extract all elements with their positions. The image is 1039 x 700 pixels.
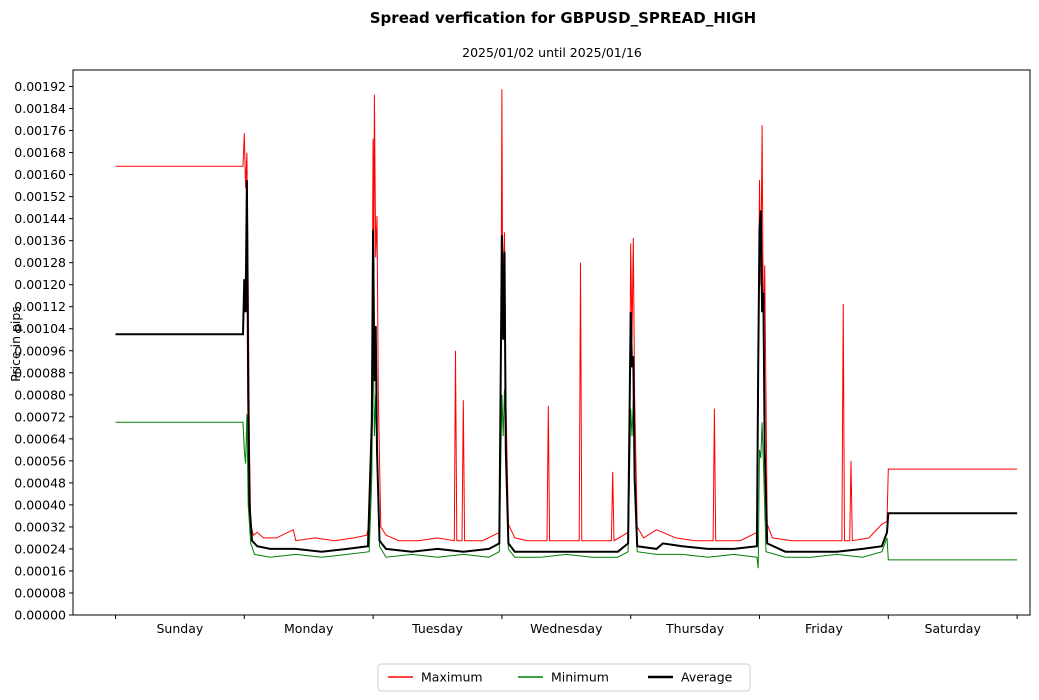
plot-frame	[72, 69, 1031, 616]
y-tick-label: 0.00152	[14, 189, 66, 204]
y-tick-label: 0.00184	[14, 101, 66, 116]
y-tick-label: 0.00168	[14, 145, 66, 160]
y-tick-label: 0.00056	[14, 453, 66, 468]
legend-label-minimum: Minimum	[551, 670, 609, 685]
y-axis-label: Price in pips	[8, 306, 23, 382]
y-tick-label: 0.00136	[14, 233, 66, 248]
y-tick-label: 0.00040	[14, 497, 66, 512]
y-tick-label: 0.00008	[14, 585, 66, 600]
y-tick-label: 0.00048	[14, 475, 66, 490]
x-tick-label: Monday	[284, 621, 334, 636]
x-tick-label: Tuesday	[411, 621, 463, 636]
y-tick-label: 0.00088	[14, 365, 66, 380]
y-tick-label: 0.00072	[14, 409, 66, 424]
y-tick-label: 0.00064	[14, 431, 66, 446]
y-axis: 0.00000 0.00008 0.00016 0.00024 0.00032 0.000…	[14, 79, 73, 623]
y-tick-label: 0.00176	[14, 123, 66, 138]
x-tick-label: Friday	[805, 621, 843, 636]
x-tick-label: Thursday	[665, 621, 725, 636]
y-tick-label: 0.00000	[14, 608, 66, 623]
x-axis: Sunday Monday Tuesday Wednesday Thursday Frid…	[115, 615, 1018, 636]
series-line-average	[115, 180, 1018, 553]
y-tick-label: 0.00120	[14, 277, 66, 292]
y-tick-label: 0.00160	[14, 167, 66, 182]
y-tick-label: 0.00096	[14, 343, 66, 358]
legend: Maximum Minimum Average	[377, 663, 751, 692]
series-line-minimum	[115, 339, 1018, 569]
x-tick-label: Wednesday	[530, 621, 603, 636]
x-tick-label: Sunday	[157, 621, 204, 636]
series-line-maximum	[115, 89, 1018, 542]
x-tick-label: Saturday	[925, 621, 982, 636]
y-tick-label: 0.00080	[14, 387, 66, 402]
legend-frame	[377, 663, 751, 692]
y-tick-label: 0.00128	[14, 255, 66, 270]
y-tick-label: 0.00016	[14, 563, 66, 578]
legend-label-average: Average	[681, 670, 733, 685]
y-tick-label: 0.00112	[14, 299, 66, 314]
y-tick-label: 0.00032	[14, 519, 66, 534]
chart-title: Spread verfication for GBPUSD_SPREAD_HIG…	[370, 9, 756, 27]
chart-subtitle: 2025/01/02 until 2025/01/16	[462, 45, 642, 60]
series-layer	[115, 89, 1018, 569]
legend-label-maximum: Maximum	[421, 670, 483, 685]
y-tick-label: 0.00024	[14, 541, 66, 556]
y-tick-label: 0.00192	[14, 79, 66, 94]
y-tick-label: 0.00104	[14, 321, 66, 336]
y-tick-label: 0.00144	[14, 211, 66, 226]
